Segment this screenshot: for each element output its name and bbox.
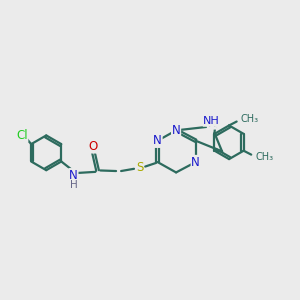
Text: H: H (70, 180, 77, 190)
Text: N: N (153, 134, 162, 147)
Text: H: H (208, 119, 216, 129)
Text: CH₃: CH₃ (241, 114, 259, 124)
Text: Cl: Cl (16, 129, 28, 142)
Text: CH₃: CH₃ (255, 152, 274, 162)
Text: O: O (88, 140, 98, 153)
Text: NH: NH (203, 116, 220, 126)
Text: N: N (69, 169, 78, 182)
Text: S: S (136, 161, 143, 174)
Text: N: N (172, 124, 181, 137)
Text: N: N (191, 156, 200, 169)
